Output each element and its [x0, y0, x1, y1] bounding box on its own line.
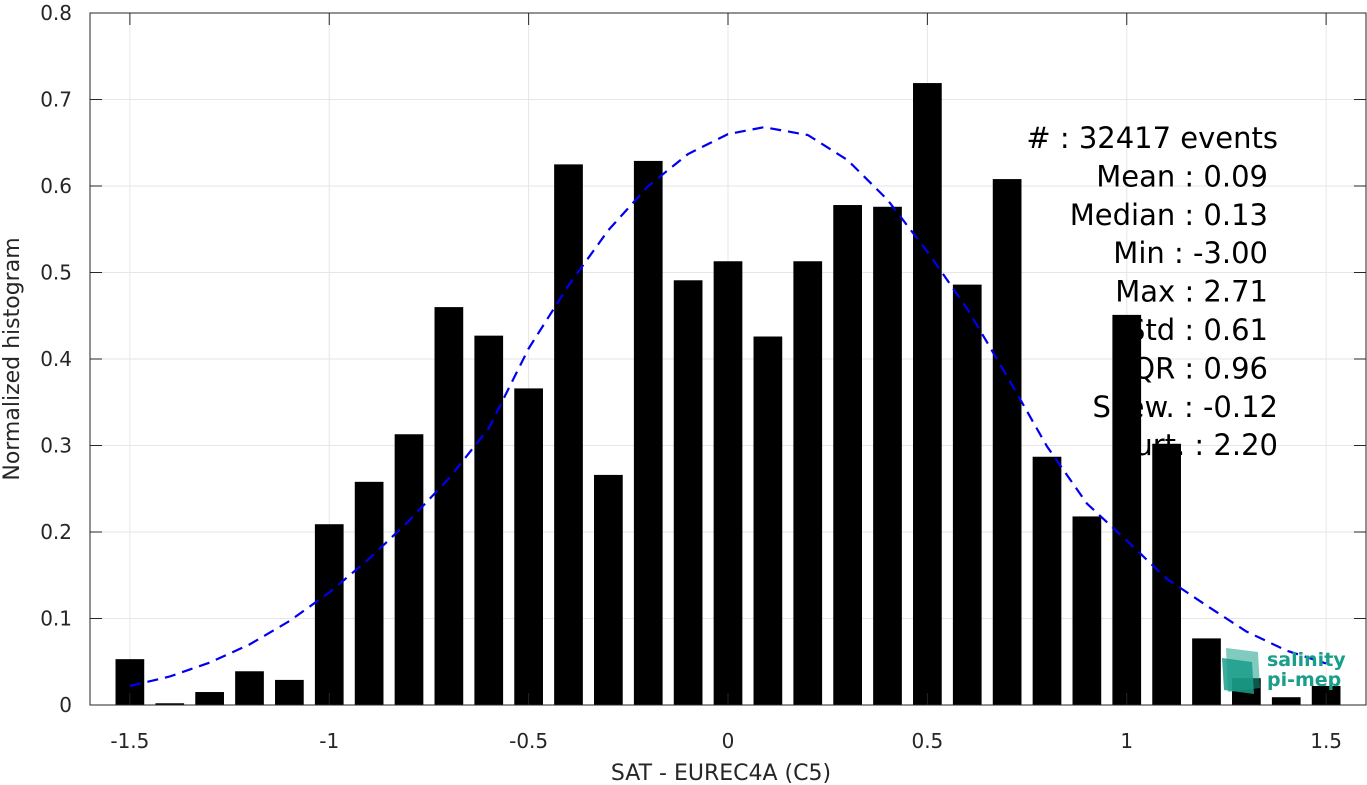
bar — [1112, 314, 1142, 705]
stat-line: Max : 2.71 — [1115, 275, 1268, 309]
bars — [115, 83, 1341, 706]
bar — [793, 261, 823, 705]
y-tick-label: 0 — [59, 693, 72, 717]
x-tick-label: -1 — [319, 729, 339, 753]
stat-line: Median : 0.13 — [1070, 198, 1268, 232]
stat-line: IQR : 0.96 — [1124, 351, 1268, 385]
bar — [275, 679, 304, 705]
axes — [89, 12, 1367, 706]
y-tick-label: 0.8 — [40, 1, 72, 25]
bar — [913, 83, 942, 705]
bar — [952, 284, 982, 705]
bar — [314, 524, 344, 705]
bar — [713, 261, 743, 705]
stat-line: Mean : 0.09 — [1096, 159, 1268, 193]
bar — [833, 205, 862, 705]
bar — [354, 481, 384, 705]
x-tick-label: 1 — [1120, 729, 1133, 753]
bar — [594, 474, 623, 705]
bar — [753, 336, 783, 705]
x-axis-label: SAT - EUREC4A (C5) — [611, 761, 831, 785]
y-tick-labels: 0 0.1 0.2 0.3 0.4 0.5 0.6 0.7 0.8 — [40, 1, 72, 717]
y-tick-label: 0.7 — [40, 88, 72, 112]
x-tick-label: -1.5 — [110, 729, 149, 753]
y-tick-label: 0.4 — [40, 347, 72, 371]
logo-text-salinity: salinity — [1267, 649, 1346, 671]
bar — [514, 388, 543, 705]
stat-line: Skew. : -0.12 — [1092, 390, 1278, 424]
x-tick-label: 0.5 — [911, 729, 943, 753]
y-tick-label: 0.3 — [40, 434, 72, 458]
stat-line: Min : -3.00 — [1113, 236, 1268, 270]
stat-line: Std : 0.61 — [1127, 313, 1268, 347]
stat-line: # : 32417 events — [1026, 121, 1278, 155]
salinity-pimep-logo: salinity pi-mep — [1222, 648, 1346, 694]
logo-mark-front — [1222, 658, 1254, 694]
stat-line: Kurt. : 2.20 — [1117, 428, 1278, 462]
logo-text-pimep: pi-mep — [1267, 669, 1341, 691]
bar — [633, 160, 663, 706]
bar — [1072, 516, 1102, 705]
bar — [554, 164, 583, 705]
bar — [474, 335, 504, 705]
bar — [1192, 638, 1221, 705]
x-tick-label: 0 — [722, 729, 735, 753]
y-tick-label: 0.5 — [40, 261, 72, 285]
x-tick-labels: -1.5 -1 -0.5 0 0.5 1 1.5 — [110, 729, 1342, 753]
y-tick-label: 0.1 — [40, 607, 72, 631]
stats-box: # : 32417 events Mean : 0.09 Median : 0.13… — [1026, 121, 1278, 462]
x-tick-label: -0.5 — [509, 729, 548, 753]
gaussian-fit — [129, 126, 1327, 688]
bar — [1152, 443, 1181, 705]
bar — [873, 206, 902, 705]
bar — [673, 280, 703, 705]
fit-line — [129, 126, 1327, 688]
bar — [1032, 456, 1062, 705]
y-tick-label: 0.6 — [40, 174, 72, 198]
y-tick-label: 0.2 — [40, 520, 72, 544]
bar — [195, 692, 224, 705]
bar — [1271, 697, 1301, 705]
bar — [235, 671, 264, 705]
bar — [434, 307, 464, 705]
bar — [394, 434, 424, 705]
y-axis-label: Normalized histogram — [0, 237, 25, 480]
x-tick-label: 1.5 — [1310, 729, 1342, 753]
bar — [155, 703, 185, 705]
bar — [992, 179, 1022, 705]
